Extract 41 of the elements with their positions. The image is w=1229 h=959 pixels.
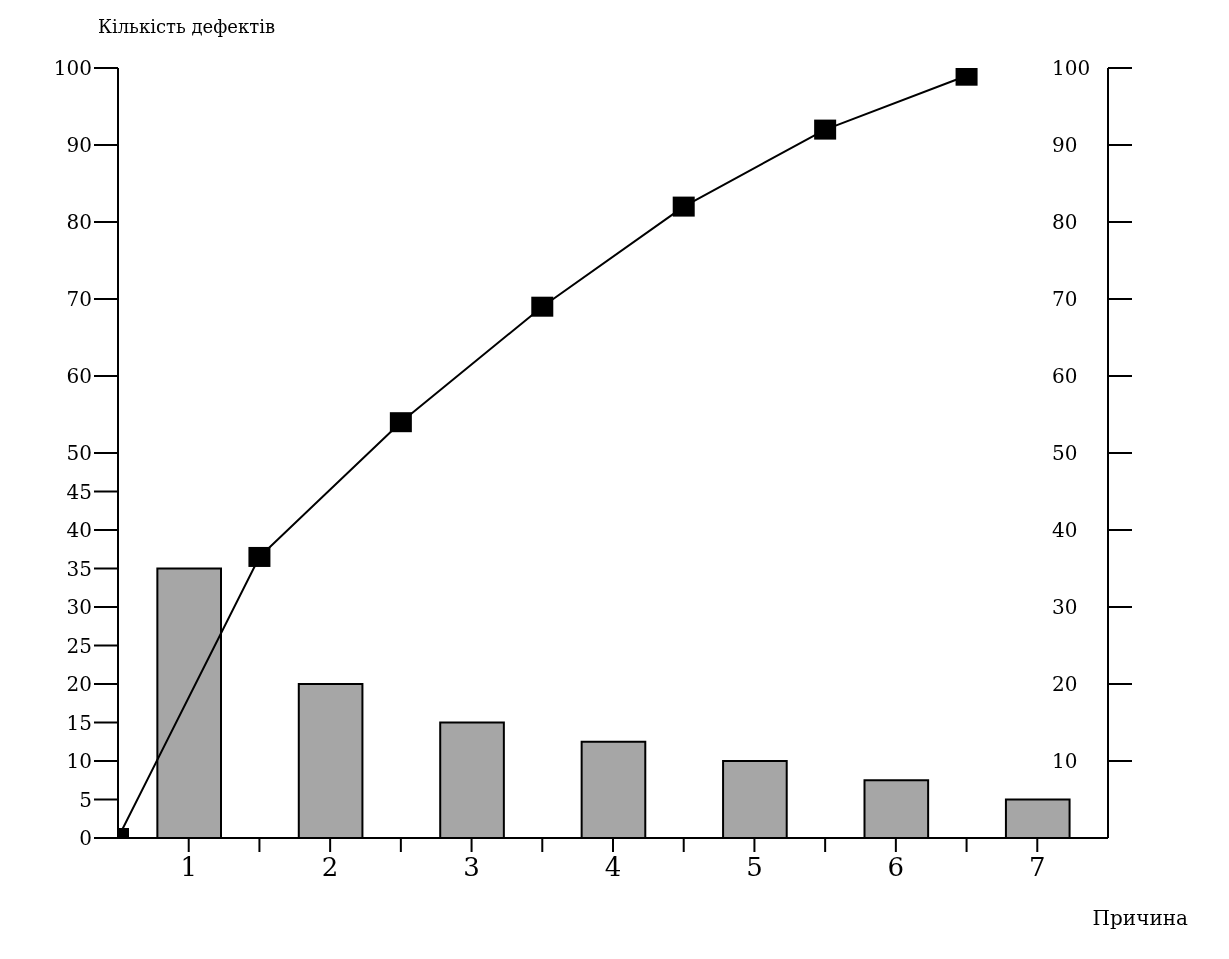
- point: [672, 196, 695, 217]
- y-tick-label: 20: [66, 672, 92, 697]
- y-tick-label: 5: [79, 787, 92, 812]
- y-tick-label: 45: [66, 479, 92, 504]
- y2-tick-label: 90: [1052, 133, 1078, 158]
- y-tick-label: 30: [66, 595, 92, 620]
- point: [531, 296, 554, 317]
- y-tick-label: 70: [66, 287, 92, 312]
- y-tick-label: 80: [66, 210, 92, 235]
- point: [814, 119, 837, 140]
- y-tick-label: 0: [79, 826, 92, 851]
- y2-tick-label: 40: [1052, 518, 1078, 543]
- y-tick-label: 10: [66, 749, 92, 774]
- y-tick-label: 35: [66, 556, 92, 581]
- y-tick-label: 25: [66, 633, 92, 658]
- y-tick-label: 40: [66, 518, 92, 543]
- y2-tick-label: 70: [1052, 287, 1078, 312]
- y-tick-label: 15: [66, 710, 92, 735]
- x-tick-label: 3: [463, 852, 480, 883]
- y2-tick-label: 10: [1052, 749, 1078, 774]
- point: [248, 546, 271, 567]
- x-tick-label: 4: [604, 852, 622, 883]
- y-axis-title: Кількість дефектів: [98, 16, 276, 37]
- x-tick-label: 1: [180, 852, 197, 883]
- y2-tick-label: 20: [1052, 672, 1078, 697]
- y2-tick-label: 50: [1052, 441, 1078, 466]
- y2-tick-label: 60: [1052, 364, 1078, 389]
- y-tick-label: 60: [66, 364, 92, 389]
- y2-tick-label: 30: [1052, 595, 1078, 620]
- y-tick-label: 50: [66, 441, 92, 466]
- point: [389, 412, 412, 433]
- x-tick-label: 5: [746, 852, 763, 883]
- x-tick-label: 6: [887, 852, 905, 883]
- x-axis-title: Причина: [1092, 906, 1188, 930]
- y-tick-label: 100: [53, 56, 92, 81]
- point: [955, 68, 978, 86]
- x-tick-label: 7: [1029, 852, 1046, 883]
- y-tick-label: 90: [66, 133, 92, 158]
- y2-tick-label: 100: [1052, 56, 1091, 81]
- x-tick-label: 2: [321, 852, 339, 883]
- y2-tick-label: 80: [1052, 210, 1078, 235]
